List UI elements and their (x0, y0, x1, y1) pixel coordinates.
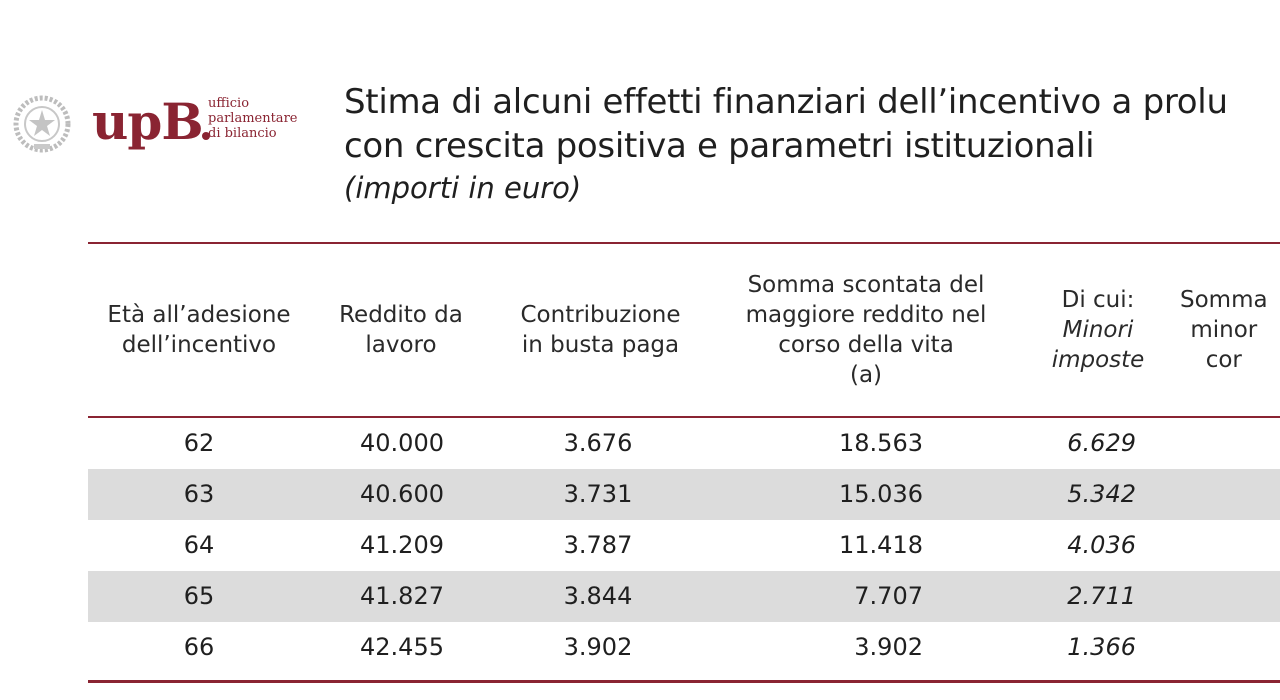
cell-somma: 18.563 (839, 429, 923, 457)
cell-minori-imposte: 2.711 (1067, 582, 1136, 610)
cell-reddito: 42.455 (360, 633, 444, 661)
cell-eta: 66 (183, 633, 215, 661)
cell-contribuzione: 3.787 (563, 531, 633, 559)
cell-contribuzione: 3.844 (563, 582, 633, 610)
cell-eta: 63 (183, 480, 215, 508)
cell-reddito: 41.209 (360, 531, 444, 559)
header-somma-scontata: Somma scontata del maggiore reddito nel … (745, 272, 987, 388)
logo-sub-line: parlamentare (208, 111, 298, 126)
italian-republic-emblem-icon (13, 95, 71, 153)
table-bottom-rule (88, 680, 1280, 683)
table-body: 62 40.000 3.676 18.563 6.629 63 40.600 3… (88, 418, 1280, 673)
cell-minori-imposte: 6.629 (1067, 429, 1136, 457)
cell-somma: 3.902 (854, 633, 923, 661)
cell-minori-imposte: 1.366 (1067, 633, 1136, 661)
table-row: 62 40.000 3.676 18.563 6.629 (88, 418, 1280, 469)
cell-contribuzione: 3.731 (563, 480, 633, 508)
cell-reddito: 41.827 (360, 582, 444, 610)
cell-somma: 7.707 (854, 582, 923, 610)
cell-minori-imposte: 5.342 (1067, 480, 1136, 508)
table-row: 63 40.600 3.731 15.036 5.342 (88, 469, 1280, 520)
header-eta: Età all’adesione dell’incentivo (107, 302, 291, 358)
table-row: 66 42.455 3.902 3.902 1.366 (88, 622, 1280, 673)
data-table: Età all’adesione dell’incentivo Reddito … (88, 242, 1280, 673)
page-title-line-1: Stima di alcuni effetti finanziari dell’… (344, 82, 1228, 122)
logo-sub-line: di bilancio (208, 126, 277, 141)
page-subtitle: (importi in euro) (344, 171, 582, 205)
cell-somma: 15.036 (839, 480, 923, 508)
table-header-rule (88, 416, 1280, 418)
cell-reddito: 40.600 (360, 480, 444, 508)
cell-somma: 11.418 (839, 531, 923, 559)
cell-minori-imposte: 4.036 (1067, 531, 1136, 559)
title-block: Stima di alcuni effetti finanziari dell’… (344, 80, 1280, 208)
cell-contribuzione: 3.902 (563, 633, 633, 661)
logo-wordmark: upB (92, 92, 204, 151)
page-title-line-2: con crescita positiva e parametri istitu… (344, 126, 1095, 166)
logo-dot (202, 132, 210, 140)
header-contribuzione: Contribuzione in busta paga (520, 302, 681, 358)
logo-subtext: ufficio parlamentare di bilancio (208, 96, 297, 141)
cell-reddito: 40.000 (360, 429, 444, 457)
table-row: 65 41.827 3.844 7.707 2.711 (88, 571, 1280, 622)
header-reddito: Reddito da lavoro (339, 302, 463, 358)
table-row: 64 41.209 3.787 11.418 4.036 (88, 520, 1280, 571)
cell-eta: 65 (183, 582, 215, 610)
header-di-cui: Di cui: Minori imposte (1051, 287, 1145, 373)
cell-contribuzione: 3.676 (563, 429, 633, 457)
table-header: Età all’adesione dell’incentivo Reddito … (88, 244, 1280, 416)
cell-eta: 62 (183, 429, 215, 457)
logo-sub-line: ufficio (208, 96, 250, 111)
header-somma-minor: Somma minor cor (1180, 287, 1268, 373)
upb-logo: upB ufficio parlamentare di bilancio (12, 92, 332, 162)
cell-eta: 64 (183, 531, 215, 559)
table-top-rule (88, 242, 1280, 244)
